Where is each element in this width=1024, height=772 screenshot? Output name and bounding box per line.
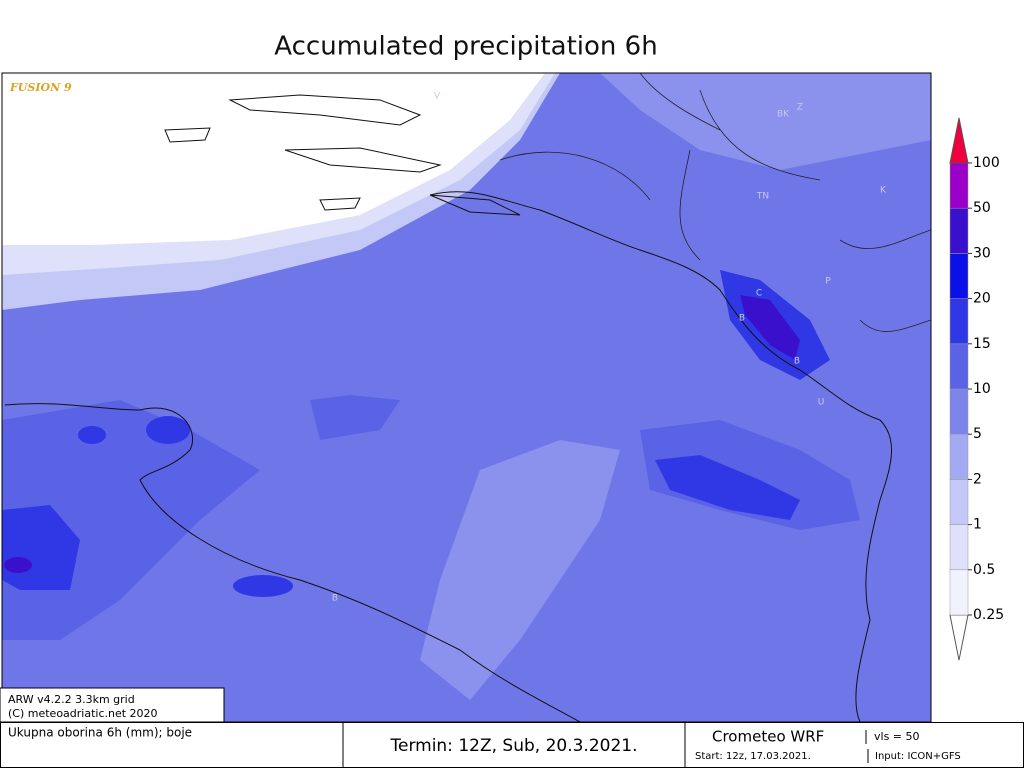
colorbar-band bbox=[949, 479, 969, 525]
start-time: Start: 12z, 17.03.2021. bbox=[695, 751, 811, 762]
island bbox=[164, 94, 521, 216]
colorbar-tick-label: 5 bbox=[973, 426, 982, 442]
colorbar-tick-label: 30 bbox=[973, 245, 991, 261]
colorbar-tick-label: 50 bbox=[973, 200, 991, 216]
valid-time: Termin: 12Z, Sub, 20.3.2021. bbox=[389, 736, 637, 756]
footer bbox=[0, 722, 1024, 768]
map-label: TN bbox=[756, 192, 769, 202]
colorbar-tick-label: 15 bbox=[973, 336, 991, 352]
field-peak bbox=[740, 295, 800, 360]
colorbar-tick-label: 10 bbox=[973, 381, 991, 397]
title: Accumulated precipitation 6h bbox=[274, 32, 657, 62]
colorbar-tick-label: 2 bbox=[973, 471, 982, 487]
colorbar-tick-label: 0.25 bbox=[973, 607, 1004, 623]
colorbar-band bbox=[949, 388, 969, 435]
map-label: V bbox=[434, 92, 441, 102]
colorbar-band bbox=[949, 253, 969, 299]
colorbar-under bbox=[949, 614, 969, 661]
copyright: (C) meteoadriatic.net 2020 bbox=[8, 707, 158, 720]
map-label: K bbox=[880, 186, 887, 196]
coastline bbox=[4, 403, 581, 722]
map-label: C bbox=[756, 289, 762, 299]
vls: vls = 50 bbox=[874, 730, 920, 743]
colorbar-tick-label: 0.5 bbox=[973, 562, 995, 578]
watermark: FUSION 9 bbox=[9, 81, 72, 94]
colorbar-band bbox=[949, 524, 969, 571]
map-label: BK bbox=[777, 110, 790, 120]
map-labels: V BK Z K TN P C B B U B bbox=[332, 92, 887, 604]
colorbar-band bbox=[949, 298, 969, 345]
colorbar: 0.25 0.5 1 2 5 10 15 20 30 50 100 bbox=[949, 117, 1004, 661]
field-strong bbox=[146, 416, 190, 444]
colorbar-band bbox=[949, 569, 969, 616]
colorbar-band bbox=[949, 343, 969, 390]
field-medium bbox=[640, 420, 860, 530]
input: Input: ICON+GFS bbox=[875, 751, 961, 762]
field-medium bbox=[310, 395, 400, 440]
colorbar-tick-label: 20 bbox=[973, 291, 991, 307]
description: Ukupna oborina 6h (mm); boje bbox=[8, 726, 192, 740]
field-strong bbox=[78, 426, 106, 444]
map-label: Z bbox=[797, 103, 803, 113]
field-light bbox=[2, 73, 931, 170]
colorbar-over bbox=[949, 117, 969, 164]
brand: Crometeo WRF bbox=[712, 728, 824, 746]
field-strong bbox=[655, 455, 800, 520]
coastline bbox=[429, 191, 893, 722]
field-light bbox=[420, 440, 620, 700]
colorbar-band bbox=[949, 162, 969, 209]
colorbar-tick-label: 1 bbox=[973, 517, 982, 533]
map-label: B bbox=[332, 594, 338, 604]
field-white bbox=[2, 73, 545, 245]
field-strong bbox=[233, 575, 293, 597]
map-label: U bbox=[818, 398, 825, 408]
map-label: P bbox=[825, 277, 831, 287]
colorbar-band bbox=[949, 433, 969, 480]
info-box bbox=[0, 687, 225, 723]
colorbar-tick-label: 100 bbox=[973, 155, 1000, 171]
colorbar-band bbox=[949, 207, 969, 254]
map-label: B bbox=[794, 357, 800, 367]
field-peak bbox=[4, 557, 32, 573]
border bbox=[499, 73, 931, 332]
map bbox=[2, 73, 931, 722]
model-info: ARW v4.2.2 3.3km grid bbox=[8, 693, 135, 706]
map-label: B bbox=[739, 314, 745, 324]
